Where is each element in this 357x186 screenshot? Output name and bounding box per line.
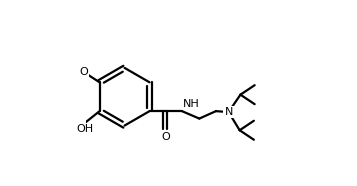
Text: O: O bbox=[79, 67, 88, 77]
Text: NH: NH bbox=[182, 99, 199, 109]
Text: O: O bbox=[161, 132, 170, 142]
Text: N: N bbox=[225, 107, 233, 117]
Text: OH: OH bbox=[76, 124, 93, 134]
